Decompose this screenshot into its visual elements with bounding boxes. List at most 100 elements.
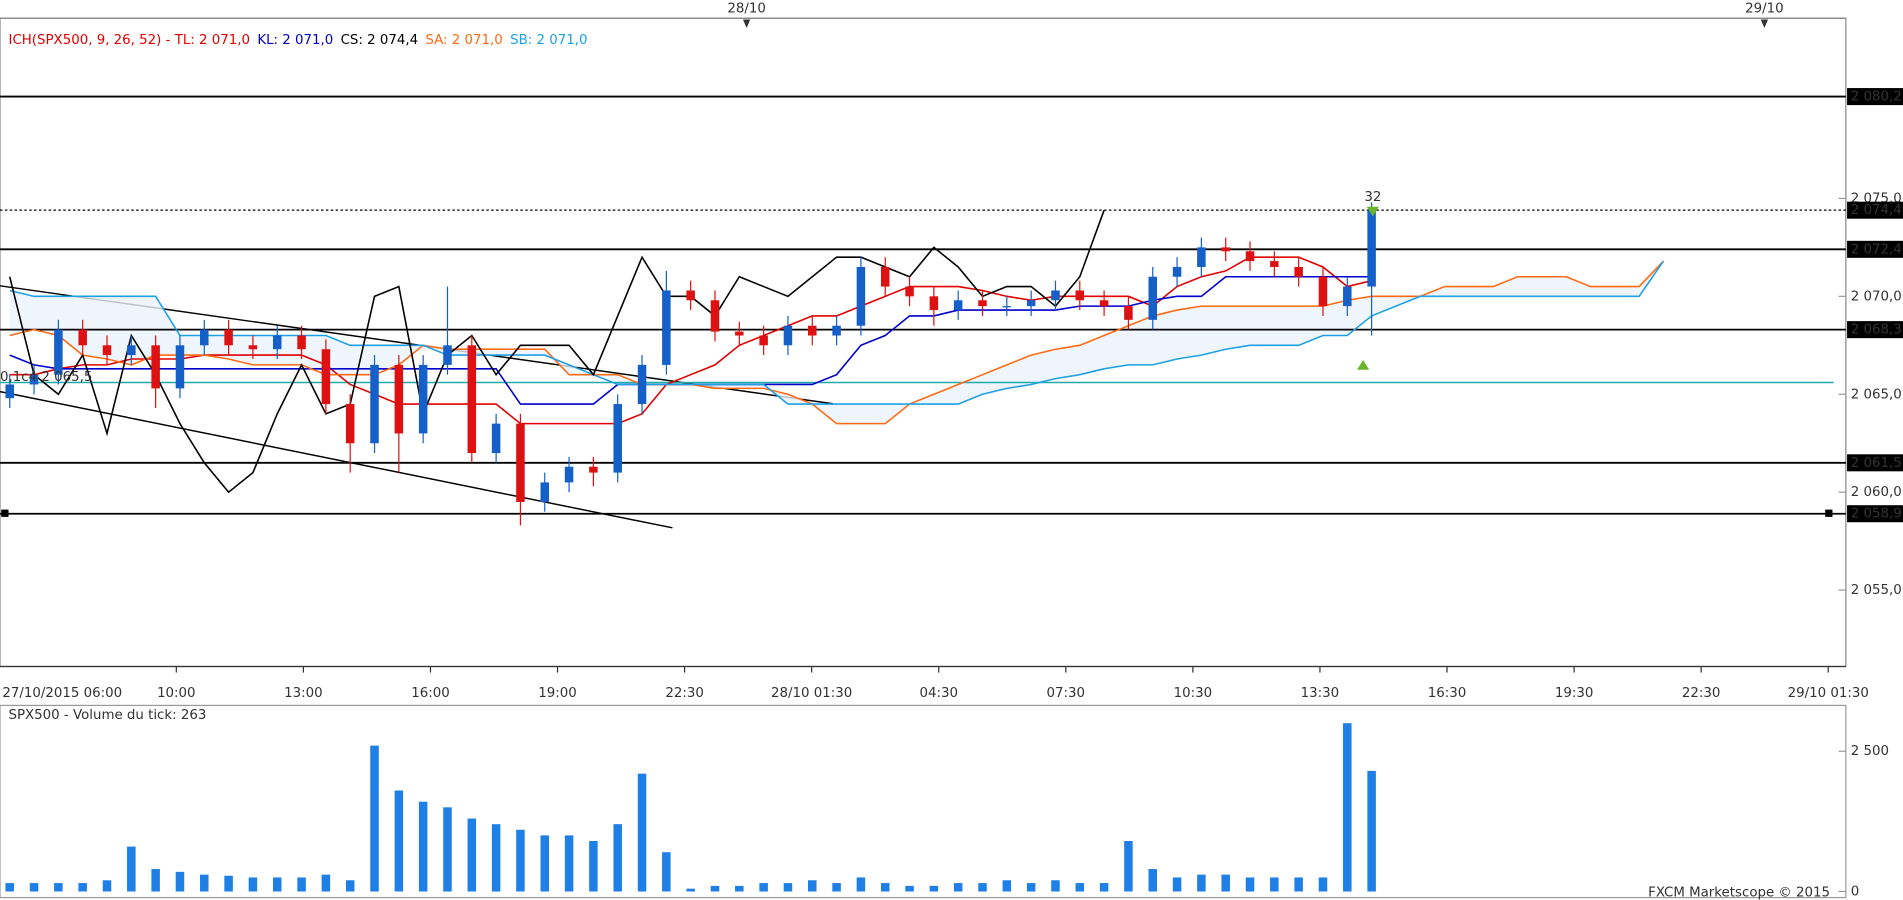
date-marker-arrow <box>1760 19 1769 28</box>
candle-body <box>1318 276 1328 307</box>
x-tick-label: 04:30 <box>919 686 957 701</box>
volume-bar <box>127 846 136 892</box>
x-tick-label: 13:30 <box>1301 686 1339 701</box>
volume-bar <box>880 883 890 892</box>
candle-body <box>686 290 695 301</box>
candle-body <box>783 325 793 346</box>
level-label-box <box>1847 240 1903 258</box>
volume-bar <box>1148 869 1157 892</box>
x-tick-label: 28/10 01:30 <box>771 686 852 701</box>
x-tick-label: 16:00 <box>411 686 449 701</box>
candle-body <box>175 345 185 389</box>
x-tick-label: 07:30 <box>1047 686 1085 701</box>
y-tick-label: 2 065,0 <box>1851 387 1902 402</box>
candle-body <box>1099 300 1109 307</box>
volume-bar <box>418 801 428 892</box>
candle-body <box>540 482 550 502</box>
volume-bar <box>1124 840 1133 892</box>
candle-body <box>637 364 647 405</box>
indicator-line <box>8 209 1105 494</box>
candle-body <box>78 329 87 346</box>
volume-bar <box>735 885 744 892</box>
indicator-line <box>9 260 1665 405</box>
volume-bar <box>686 888 695 892</box>
volume-bar <box>540 835 550 892</box>
current-price-label: 2 074,4 <box>1851 203 1902 218</box>
candle-body <box>467 345 477 454</box>
legend-entry: CS: 2 074,4 <box>341 33 419 48</box>
candle-body <box>1221 247 1230 252</box>
candle-body <box>978 300 987 307</box>
level-label: 2 068,3 <box>1851 323 1902 338</box>
x-tick-label: 22:30 <box>665 686 703 701</box>
volume-bar <box>1099 883 1109 892</box>
price-note: 0,1c4 2 065,5 <box>0 370 92 385</box>
candle-body <box>248 345 258 350</box>
volume-bar <box>662 852 671 892</box>
volume-bar <box>783 883 793 892</box>
volume-bar <box>200 874 209 892</box>
ichimoku-cloud <box>9 261 1664 424</box>
volume-bar <box>248 877 258 892</box>
candle-body <box>832 325 841 336</box>
candle-body <box>297 335 306 350</box>
x-tick-label: 27/10/2015 06:00 <box>2 686 122 701</box>
volume-bar <box>151 869 160 892</box>
volume-bar <box>29 883 39 892</box>
level-label: 2 072,4 <box>1851 242 1902 257</box>
volume-bar <box>297 877 306 892</box>
candle-body <box>905 286 914 297</box>
candle-body <box>370 364 379 444</box>
volume-bar <box>613 824 622 892</box>
date-marker-arrow <box>742 19 751 28</box>
candle-body <box>735 331 744 336</box>
volume-bar <box>54 883 63 892</box>
legend-entry: KL: 2 071,0 <box>257 33 333 48</box>
candle-body <box>953 300 963 311</box>
volume-bar <box>978 883 987 892</box>
candle-body <box>880 266 890 287</box>
x-tick-label: 22:30 <box>1682 686 1720 701</box>
candle-body <box>929 296 939 311</box>
y-tick-label: 2 060,0 <box>1851 485 1902 500</box>
level-label: 2 080,2 <box>1851 90 1902 105</box>
volume-bar <box>1270 877 1279 892</box>
volume-bar <box>491 824 501 892</box>
volume-bar <box>516 829 525 892</box>
date-marker: 29/10 <box>1745 2 1783 17</box>
candle-body <box>1026 300 1036 307</box>
volume-bar <box>102 880 112 892</box>
candle-body <box>224 329 233 346</box>
volume-bar <box>589 840 598 892</box>
candle-body <box>1197 247 1206 267</box>
level-label-box <box>1847 505 1903 523</box>
candle-body <box>1343 286 1352 307</box>
level-label-box <box>1847 88 1903 106</box>
y-tick-label: 2 055,0 <box>1851 583 1902 598</box>
volume-bar <box>370 745 379 892</box>
candle-body <box>808 325 817 336</box>
candle-body <box>613 404 622 473</box>
volume-title: SPX500 - Volume du tick: 263 <box>9 708 207 723</box>
volume-bar <box>1245 877 1255 892</box>
x-tick-label: 16:30 <box>1428 686 1466 701</box>
legend-entry: SB: 2 071,0 <box>510 33 587 48</box>
volume-bar <box>808 880 817 892</box>
current-price-box <box>1847 201 1903 219</box>
candle-body <box>151 345 160 389</box>
candle-body <box>418 364 428 434</box>
candle-body <box>1172 266 1182 277</box>
date-marker: 28/10 <box>727 2 765 17</box>
volume-bar <box>759 883 768 892</box>
candle-body <box>759 335 768 346</box>
x-tick-label: 10:30 <box>1174 686 1212 701</box>
candle-body <box>1367 210 1376 287</box>
y-tick-label: 2 070,0 <box>1851 289 1902 304</box>
volume-bar <box>1197 874 1206 892</box>
candle-body <box>662 290 671 365</box>
candle-body <box>516 423 525 502</box>
volume-bar <box>321 874 331 892</box>
